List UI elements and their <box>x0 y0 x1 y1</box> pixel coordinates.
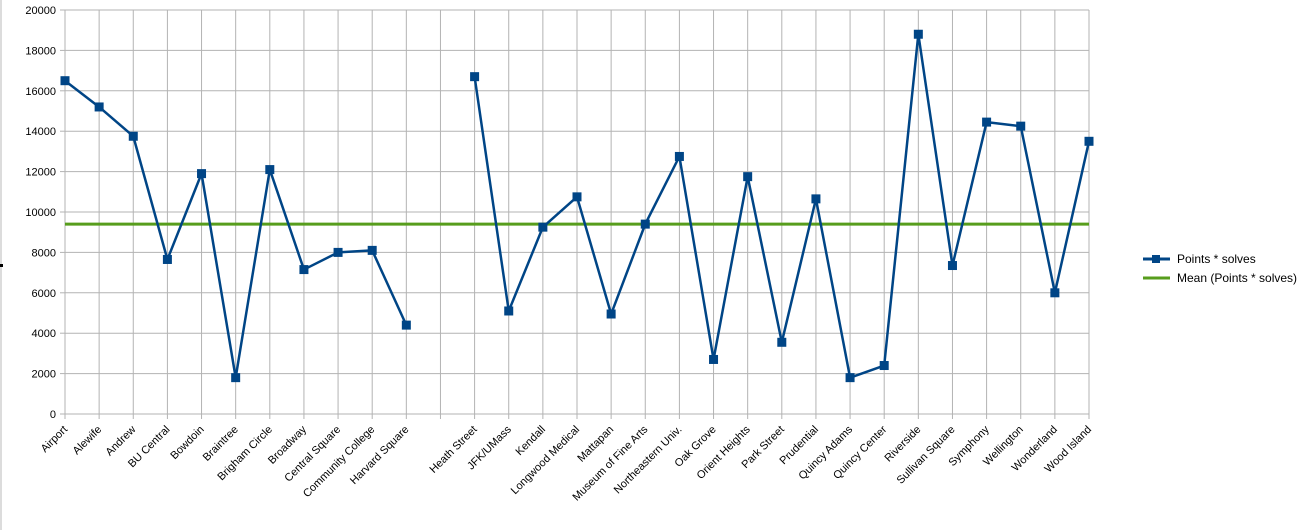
data-point <box>504 306 514 316</box>
data-point <box>947 261 957 271</box>
y-tick-label: 4000 <box>32 328 56 340</box>
points-series <box>60 29 1094 383</box>
legend-label-points: Points * solves <box>1177 252 1256 266</box>
y-tick-label: 20000 <box>25 5 56 17</box>
data-point <box>606 309 616 319</box>
x-tick-label: Sullivan Square <box>895 424 958 487</box>
x-tick-label: Airport <box>39 424 70 455</box>
data-point <box>265 165 275 175</box>
y-tick-label: 2000 <box>32 369 56 381</box>
data-point <box>128 131 138 141</box>
data-point <box>811 194 821 204</box>
data-point <box>470 72 480 82</box>
legend-label-mean: Mean (Points * solves) <box>1177 271 1297 285</box>
legend-marker-points <box>1152 255 1160 263</box>
data-point <box>743 172 753 182</box>
x-tick-label: Alewife <box>71 424 105 458</box>
data-point <box>162 254 172 264</box>
grid <box>64 9 1090 415</box>
data-point <box>1084 136 1094 146</box>
y-tick-label: 8000 <box>32 247 56 259</box>
legend: Points * solves Mean (Points * solves) <box>1143 252 1297 285</box>
x-tick-label: Kendall <box>514 424 548 458</box>
data-point <box>572 192 582 202</box>
data-point <box>1016 121 1026 131</box>
data-point <box>640 219 650 229</box>
data-point <box>913 29 923 39</box>
data-point <box>709 354 719 364</box>
window-edge-mark <box>0 264 3 267</box>
data-point <box>94 102 104 112</box>
y-tick-label: 6000 <box>32 288 56 300</box>
data-point <box>60 76 70 86</box>
y-tick-labels: 0 2000 4000 6000 8000 10000 12000 14000 16000 180… <box>25 5 56 421</box>
data-point <box>231 373 241 383</box>
axes <box>60 9 1090 419</box>
data-point <box>777 337 787 347</box>
data-point <box>299 265 309 275</box>
data-point <box>674 151 684 161</box>
data-point <box>401 320 411 330</box>
data-point <box>197 169 207 179</box>
data-point <box>1050 288 1060 298</box>
y-tick-label: 18000 <box>25 45 56 57</box>
data-point <box>538 222 548 232</box>
y-tick-label: 12000 <box>25 167 56 179</box>
y-tick-label: 0 <box>50 409 56 421</box>
y-tick-label: 14000 <box>25 126 56 138</box>
y-tick-label: 16000 <box>25 86 56 98</box>
data-point <box>845 373 855 383</box>
data-point <box>367 245 377 255</box>
data-point <box>982 117 992 127</box>
data-point <box>879 361 889 371</box>
x-tick-label: Harvard Square <box>348 424 411 487</box>
data-point <box>333 247 343 257</box>
y-tick-label: 10000 <box>25 207 56 219</box>
